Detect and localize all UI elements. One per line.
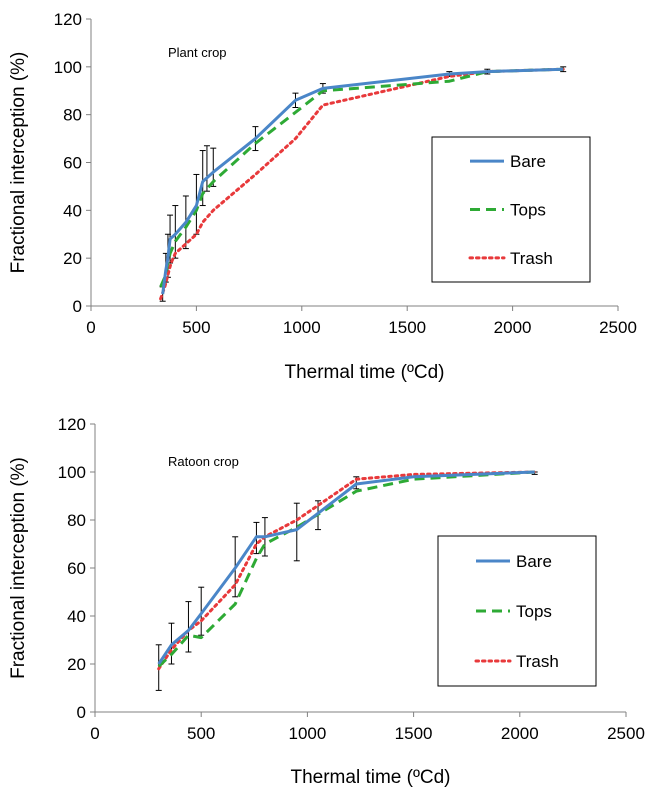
y-axis-label: Fractional interception (%) bbox=[8, 52, 29, 274]
legend-label-bare: Bare bbox=[510, 152, 546, 171]
y-tick-label: 0 bbox=[77, 703, 86, 722]
x-axis-label: Thermal time (ºCd) bbox=[290, 767, 450, 787]
x-tick-label: 2000 bbox=[494, 318, 532, 337]
legend-label-tops: Tops bbox=[516, 602, 552, 621]
chart-1: 0 20 40 60 80 100 120 0 500 1000 1500 2000 2500 Therm… bbox=[8, 10, 637, 383]
series-line-trash bbox=[159, 67, 565, 301]
x-tick-label: 0 bbox=[86, 318, 95, 337]
series-line-bare bbox=[161, 67, 564, 295]
y-tick-label: 40 bbox=[63, 201, 82, 220]
x-tick-label: 1000 bbox=[283, 318, 321, 337]
x-tick-label: 1000 bbox=[288, 724, 326, 743]
y-tick-label: 60 bbox=[63, 154, 82, 173]
x-tick-label: 2000 bbox=[501, 724, 539, 743]
legend-label-bare: Bare bbox=[516, 552, 552, 571]
series-line-tops bbox=[159, 67, 564, 288]
crop-annotation: Plant crop bbox=[168, 45, 227, 60]
series-line-tops bbox=[157, 470, 535, 668]
x-tick-label: 500 bbox=[187, 724, 215, 743]
chart-2: 0 20 40 60 80 100 120 0 500 1000 1500 2000 2500 Therm… bbox=[8, 415, 645, 787]
y-tick-label: 120 bbox=[54, 10, 82, 29]
error-bar bbox=[203, 145, 210, 192]
y-tick-label: 120 bbox=[58, 415, 86, 434]
legend-label-trash: Trash bbox=[510, 249, 553, 268]
legend: Bare Tops Trash bbox=[431, 136, 591, 283]
error-bar bbox=[185, 601, 192, 653]
y-tick-label: 0 bbox=[73, 297, 82, 316]
error-bar bbox=[293, 502, 300, 562]
x-tick-label: 1500 bbox=[388, 318, 426, 337]
x-tick-label: 0 bbox=[90, 724, 99, 743]
x-tick-label: 2500 bbox=[599, 318, 637, 337]
y-axis-label: Fractional interception (%) bbox=[8, 457, 29, 679]
series-line-bare bbox=[157, 470, 535, 665]
y-tick-label: 100 bbox=[58, 463, 86, 482]
y-tick-label: 80 bbox=[63, 106, 82, 125]
legend-box bbox=[431, 136, 591, 283]
x-tick-label: 1500 bbox=[395, 724, 433, 743]
y-tick-label: 100 bbox=[54, 58, 82, 77]
crop-annotation: Ratoon crop bbox=[168, 454, 239, 469]
y-tick-label: 60 bbox=[67, 559, 86, 578]
x-tick-label: 2500 bbox=[607, 724, 645, 743]
legend: Bare Tops Trash bbox=[437, 535, 597, 687]
legend-label-trash: Trash bbox=[516, 652, 559, 671]
y-tick-label: 20 bbox=[63, 249, 82, 268]
x-tick-label: 500 bbox=[182, 318, 210, 337]
y-tick-label: 40 bbox=[67, 607, 86, 626]
y-tick-label: 80 bbox=[67, 511, 86, 530]
legend-box bbox=[437, 535, 597, 687]
y-tick-label: 20 bbox=[67, 655, 86, 674]
legend-label-tops: Tops bbox=[510, 201, 546, 220]
x-axis-label: Thermal time (ºCd) bbox=[284, 362, 444, 383]
